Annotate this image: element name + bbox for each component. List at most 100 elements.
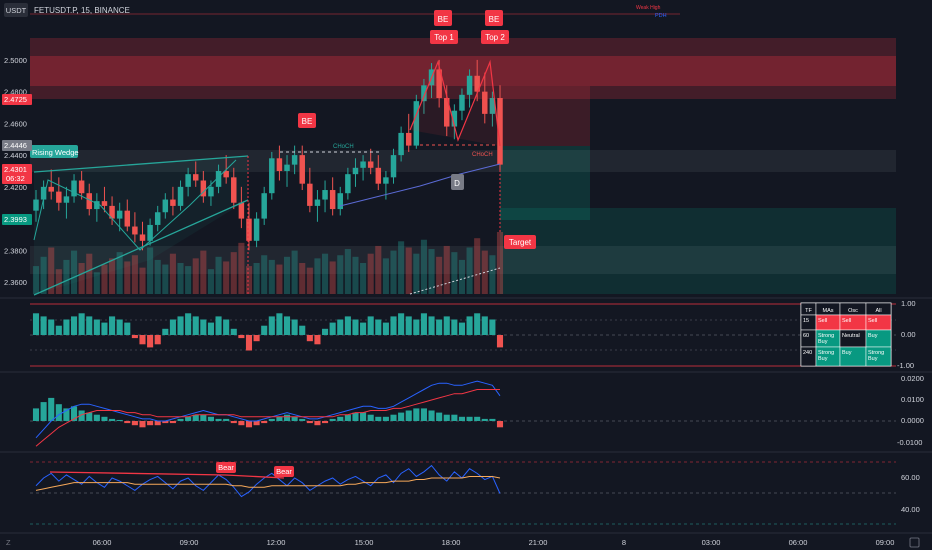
d-marker-badge bbox=[451, 174, 464, 190]
candle-body bbox=[466, 75, 473, 95]
volume-bar bbox=[200, 250, 207, 294]
wedge-upper-line bbox=[33, 155, 249, 173]
price-badge-last-text: 2.4301 bbox=[4, 165, 27, 174]
macd-bar bbox=[382, 416, 389, 421]
volume-bar bbox=[192, 258, 199, 294]
pdh-label: PDH bbox=[655, 13, 667, 19]
volume-bar bbox=[474, 238, 481, 294]
macd-bar bbox=[116, 419, 123, 421]
osc-bar bbox=[238, 335, 245, 339]
osc-bar bbox=[207, 322, 214, 335]
bear-badge-1 bbox=[216, 462, 236, 473]
top1-badge bbox=[430, 30, 458, 44]
candle-body bbox=[86, 193, 92, 210]
macd-bar bbox=[322, 421, 329, 424]
candle-body bbox=[177, 186, 184, 206]
macd-bar bbox=[306, 421, 313, 424]
zones bbox=[30, 38, 896, 295]
settings-badge[interactable]: Z bbox=[6, 538, 11, 547]
osc-bar bbox=[352, 319, 359, 335]
macd-bar bbox=[101, 416, 108, 421]
osc-bar bbox=[93, 319, 100, 335]
volume-bar bbox=[451, 252, 458, 294]
macd-axis-3: 0.0000 bbox=[901, 416, 924, 425]
rsi-axis-60: 60.00 bbox=[901, 473, 920, 482]
macd-bar bbox=[223, 418, 230, 421]
candle-body bbox=[124, 210, 131, 227]
macd-bar bbox=[436, 412, 443, 421]
top1-text: Top 1 bbox=[434, 33, 454, 42]
osc-bar bbox=[466, 316, 473, 335]
volume-bar bbox=[124, 261, 131, 294]
volume-bar bbox=[78, 263, 85, 294]
osc-bar bbox=[443, 316, 450, 335]
candle bbox=[466, 69, 473, 108]
candle-body bbox=[459, 94, 465, 111]
volume-bar bbox=[40, 256, 47, 294]
osc-bar bbox=[101, 322, 108, 335]
macd-bar bbox=[78, 410, 85, 421]
osc-bar bbox=[436, 319, 443, 335]
volume-bar bbox=[405, 247, 412, 294]
candle-body bbox=[322, 190, 328, 200]
macd-bar bbox=[154, 421, 161, 426]
bear-badge-2 bbox=[274, 466, 294, 477]
table-cell bbox=[865, 346, 892, 367]
candle-body bbox=[208, 186, 214, 197]
macd-bar bbox=[474, 416, 481, 421]
osc-bar bbox=[109, 316, 116, 335]
osc-bar bbox=[230, 328, 237, 335]
candle bbox=[269, 151, 275, 200]
osc-bar bbox=[398, 313, 405, 335]
candle bbox=[71, 174, 77, 203]
volume-bar bbox=[306, 267, 313, 294]
volume-bar bbox=[314, 258, 321, 294]
rising-wedge-fill bbox=[34, 156, 248, 295]
volume-bar bbox=[86, 253, 93, 294]
candle-body bbox=[231, 177, 237, 203]
price-tick-label: 2.3800 bbox=[4, 246, 27, 255]
volume-bar bbox=[413, 253, 420, 294]
osc-bar bbox=[215, 316, 222, 335]
candle-body bbox=[238, 202, 245, 219]
volume-bar bbox=[261, 255, 268, 294]
candle-body bbox=[223, 170, 229, 178]
macd-bar bbox=[276, 416, 283, 421]
osc-bar bbox=[268, 316, 275, 335]
macd-bar bbox=[253, 421, 260, 426]
moving-average bbox=[339, 163, 501, 207]
macd-bar bbox=[451, 414, 458, 421]
candle-body bbox=[78, 180, 85, 194]
candle-body bbox=[185, 174, 191, 187]
settings-gear-icon[interactable] bbox=[909, 537, 920, 548]
volume-bar bbox=[245, 266, 253, 294]
osc-bar bbox=[63, 319, 70, 335]
table-cell-text: 240 bbox=[803, 350, 812, 356]
candle-body bbox=[94, 201, 100, 210]
osc-bar bbox=[306, 335, 313, 342]
table-cell-text: Buy bbox=[868, 356, 878, 362]
be-mid-text: BE bbox=[302, 117, 313, 126]
macd-bar bbox=[139, 421, 146, 428]
volume-bar bbox=[382, 258, 389, 294]
volume-bar bbox=[223, 261, 230, 294]
currency-badge[interactable] bbox=[4, 3, 28, 17]
candle-body bbox=[291, 155, 298, 165]
candle-body bbox=[200, 180, 207, 197]
macd-signal-line bbox=[35, 389, 500, 447]
osc-bar bbox=[413, 319, 420, 335]
macd-bar bbox=[169, 421, 176, 424]
candle bbox=[284, 155, 290, 187]
be-top2-text: BE bbox=[489, 15, 500, 24]
candle-body bbox=[307, 183, 313, 206]
price-tick-label: 2.4400 bbox=[4, 151, 27, 160]
candle bbox=[48, 169, 54, 200]
osc-axis-top: 1.00 bbox=[901, 299, 916, 308]
macd-bar bbox=[352, 412, 359, 421]
osc-bar bbox=[489, 319, 496, 335]
volume-bar bbox=[139, 267, 146, 294]
osc-bar bbox=[428, 316, 435, 335]
candle bbox=[246, 202, 252, 251]
wedge-badge bbox=[30, 145, 78, 158]
choch-left-label: CHoCH bbox=[333, 144, 354, 150]
